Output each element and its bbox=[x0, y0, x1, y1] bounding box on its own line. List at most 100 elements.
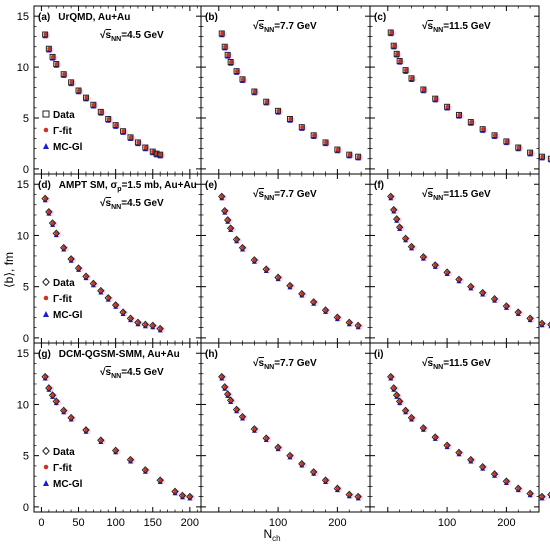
data-point bbox=[393, 50, 400, 57]
gamma-fit-point bbox=[62, 72, 67, 77]
data-point bbox=[262, 265, 270, 274]
data-point bbox=[491, 132, 498, 139]
energy-label-h: √sNN=7.7 GeV bbox=[253, 358, 317, 371]
legend-data-marker bbox=[42, 277, 50, 287]
ytick-label-d-0: 0 bbox=[23, 333, 29, 345]
gamma-fit-point bbox=[143, 145, 148, 150]
ytick-label-d-15: 15 bbox=[17, 179, 29, 191]
data-point bbox=[60, 243, 68, 252]
gamma-fit-point bbox=[409, 76, 415, 81]
gamma-fit-point bbox=[288, 116, 293, 122]
panel-title-e: (e) bbox=[205, 180, 217, 191]
data-point bbox=[218, 30, 225, 37]
data-point bbox=[232, 405, 241, 414]
panel-h: 100 200 (h) √sNN=7.7 GeV bbox=[200, 342, 371, 529]
data-point bbox=[420, 86, 427, 93]
data-point bbox=[395, 397, 404, 406]
panel-f: (f) √sNN=11.5 GeV bbox=[369, 173, 550, 344]
data-point bbox=[407, 413, 416, 422]
data-point bbox=[41, 372, 49, 381]
data-point bbox=[387, 29, 394, 36]
sqrt-s: s bbox=[106, 198, 112, 209]
data-point bbox=[455, 111, 462, 118]
panel-frame-i bbox=[369, 342, 540, 513]
data-point bbox=[502, 302, 511, 311]
data-point bbox=[431, 433, 439, 442]
gamma-fit-point bbox=[223, 44, 228, 49]
data-point bbox=[526, 314, 534, 323]
data-point bbox=[538, 153, 545, 160]
sqrt-sub: NN bbox=[433, 195, 443, 202]
panel-tag: (g) bbox=[38, 349, 51, 360]
legend-g: Data Γ-fit MC-Gl bbox=[42, 446, 83, 490]
xtick-label-i-100: 100 bbox=[438, 517, 456, 529]
data-point bbox=[156, 476, 164, 485]
data-point bbox=[334, 146, 341, 153]
data-point bbox=[48, 219, 57, 228]
gamma-fit-point bbox=[516, 145, 521, 150]
data-point bbox=[126, 314, 135, 323]
gamma-fit-point bbox=[421, 87, 426, 92]
data-point bbox=[82, 272, 90, 281]
data-point bbox=[419, 424, 428, 432]
gamma-fit-point bbox=[356, 154, 361, 159]
gamma-fit-point bbox=[158, 152, 163, 157]
energy-value: =11.5 GeV bbox=[443, 358, 491, 369]
data-point bbox=[171, 487, 179, 496]
data-point bbox=[223, 216, 232, 225]
data-point bbox=[238, 243, 247, 252]
panel-c: (c) √sNN=11.5 GeV bbox=[369, 5, 550, 175]
data-point bbox=[223, 390, 232, 399]
energy-value: =7.7 GeV bbox=[274, 358, 317, 369]
gamma-fit-point bbox=[504, 139, 509, 144]
data-point bbox=[387, 372, 395, 381]
data-point bbox=[68, 79, 75, 86]
data-point bbox=[547, 491, 550, 498]
gamma-fit-point bbox=[114, 123, 119, 128]
data-point bbox=[526, 489, 534, 498]
data-point bbox=[345, 318, 353, 327]
gamma-fit-point bbox=[106, 116, 111, 122]
data-point bbox=[514, 308, 522, 317]
sqrt-sub: NN bbox=[264, 27, 274, 34]
energy-value: =11.5 GeV bbox=[443, 189, 491, 200]
xtick-label-g-100: 100 bbox=[106, 517, 124, 529]
sqrt-sub: NN bbox=[111, 204, 121, 211]
data-point bbox=[322, 139, 329, 146]
ytick-label-g-0: 0 bbox=[23, 502, 29, 514]
legend-data-marker bbox=[42, 446, 50, 456]
data-point bbox=[390, 205, 398, 214]
data-point bbox=[310, 132, 317, 139]
data-point bbox=[286, 451, 294, 460]
x-axis-label-sub: ch bbox=[272, 534, 280, 543]
panel-title-i: (i) bbox=[374, 349, 383, 360]
legend-mc-label: MC-Gl bbox=[53, 142, 83, 153]
data-point bbox=[402, 67, 409, 74]
data-point bbox=[119, 308, 127, 317]
xtick-label-h-100: 100 bbox=[269, 517, 287, 529]
gamma-fit-point bbox=[220, 31, 225, 36]
gamma-fit-point bbox=[481, 127, 486, 132]
data-point bbox=[387, 192, 395, 201]
gamma-fit-point bbox=[395, 51, 400, 56]
gamma-fit-point bbox=[469, 119, 474, 125]
energy-value: =4.5 GeV bbox=[121, 30, 164, 41]
data-point bbox=[67, 413, 75, 422]
sqrt-sub: NN bbox=[264, 195, 274, 202]
energy-value: =11.5 GeV bbox=[443, 21, 491, 32]
data-point bbox=[232, 235, 241, 244]
data-point bbox=[263, 98, 270, 105]
legend-mc-marker bbox=[43, 480, 49, 486]
data-point bbox=[309, 298, 318, 306]
data-point bbox=[390, 384, 398, 392]
gamma-fit-point bbox=[300, 125, 305, 130]
gamma-fit-point bbox=[76, 88, 82, 93]
gamma-fit-point bbox=[50, 54, 56, 60]
gamma-fit-point bbox=[91, 102, 96, 107]
sqrt-s: s bbox=[106, 367, 112, 378]
x-axis-label: Nch bbox=[263, 527, 280, 543]
data-point bbox=[74, 264, 83, 273]
legend-a: Data Γ-fit MC-Gl bbox=[42, 110, 83, 153]
